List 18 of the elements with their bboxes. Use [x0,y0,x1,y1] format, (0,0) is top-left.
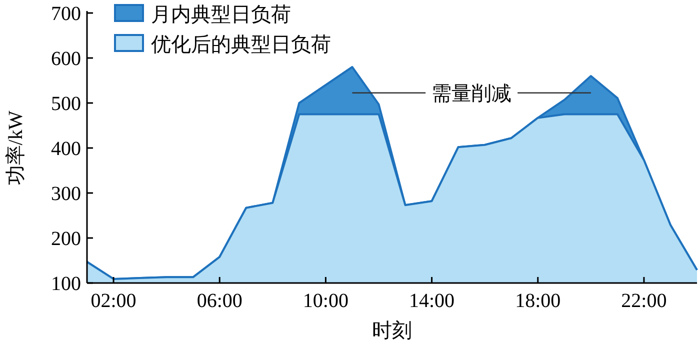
x-tick-label: 18:00 [515,290,561,312]
x-tick-label: 22:00 [621,290,667,312]
x-axis-title: 时刻 [372,320,412,342]
x-tick-label: 06:00 [196,290,242,312]
y-tick-label: 700 [51,3,81,25]
x-tick-label: 10:00 [302,290,348,312]
y-axis-title: 功率/kW [5,110,27,186]
y-tick-label: 600 [51,48,81,70]
legend-label: 优化后的典型日负荷 [151,34,331,56]
x-tick-label: 14:00 [409,290,455,312]
x-tick-label: 02:00 [90,290,136,312]
y-tick-label: 300 [51,183,81,205]
annotation: 需量削减 [432,82,512,105]
y-tick-label: 400 [51,138,81,160]
y-tick-label: 100 [51,273,81,295]
y-tick-label: 500 [51,93,81,115]
y-tick-label: 200 [51,228,81,250]
legend-label: 月内典型日负荷 [151,4,291,26]
